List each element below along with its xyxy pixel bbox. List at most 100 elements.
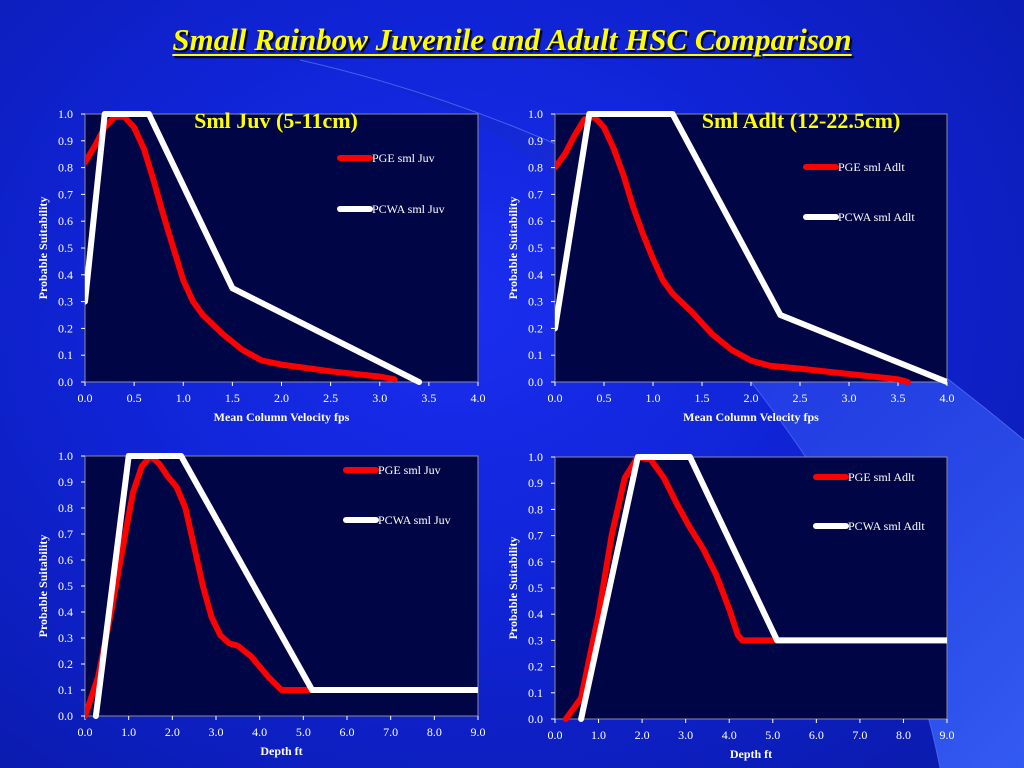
y-tick-label: 0.6	[58, 214, 73, 228]
legend-label: PGE sml Juv	[372, 151, 435, 165]
x-tick-label: 8.0	[896, 728, 911, 742]
chart-title: Sml Adlt (12-22.5cm)	[702, 108, 901, 133]
x-tick-label: 4.0	[940, 391, 955, 405]
y-tick-label: 0.3	[58, 631, 73, 645]
x-tick-label: 4.0	[252, 725, 267, 739]
y-tick-label: 0.4	[58, 268, 73, 282]
y-tick-label: 1.0	[528, 107, 543, 121]
x-tick-label: 3.0	[842, 391, 857, 405]
y-tick-label: 0.8	[528, 161, 543, 175]
x-tick-label: 3.5	[421, 391, 436, 405]
x-tick-label: 3.5	[891, 391, 906, 405]
x-tick-label: 0.0	[78, 725, 93, 739]
y-tick-label: 0.1	[528, 348, 543, 362]
x-tick-label: 1.0	[121, 725, 136, 739]
x-tick-label: 9.0	[471, 725, 486, 739]
legend-label: PGE sml Adlt	[848, 470, 915, 484]
legend-label: PCWA sml Juv	[378, 513, 451, 527]
x-tick-label: 1.0	[591, 728, 606, 742]
x-tick-label: 9.0	[940, 728, 955, 742]
y-tick-label: 0.9	[58, 134, 73, 148]
legend-label: PGE sml Adlt	[838, 160, 905, 174]
x-tick-label: 7.0	[852, 728, 867, 742]
series-line-pcwa	[85, 111, 423, 385]
legend-label: PGE sml Juv	[378, 463, 441, 477]
y-tick-label: 0.0	[528, 712, 543, 726]
series-line-pcwa	[578, 454, 947, 722]
y-tick-label: 0.7	[58, 527, 73, 541]
y-tick-label: 0.6	[528, 214, 543, 228]
y-tick-label: 0.4	[528, 607, 543, 621]
x-tick-label: 0.5	[597, 391, 612, 405]
y-axis-label: Probable Suitability	[36, 197, 50, 300]
legend-label: PCWA sml Juv	[372, 202, 445, 216]
y-tick-label: 0.0	[58, 375, 73, 389]
x-tick-label: 2.0	[744, 391, 759, 405]
y-tick-label: 0.6	[58, 553, 73, 567]
y-tick-label: 0.4	[528, 268, 543, 282]
x-tick-label: 6.0	[340, 725, 355, 739]
y-tick-label: 0.2	[528, 321, 543, 335]
y-tick-label: 0.2	[58, 657, 73, 671]
y-tick-label: 0.4	[58, 605, 73, 619]
y-tick-label: 1.0	[58, 449, 73, 463]
x-tick-label: 1.5	[695, 391, 710, 405]
x-axis-label: Depth ft	[730, 747, 772, 761]
y-tick-label: 0.8	[58, 161, 73, 175]
y-tick-label: 1.0	[528, 450, 543, 464]
x-tick-label: 2.0	[635, 728, 650, 742]
y-tick-label: 0.6	[528, 555, 543, 569]
y-tick-label: 0.0	[58, 709, 73, 723]
x-tick-label: 8.0	[427, 725, 442, 739]
series-line-pcwa	[92, 453, 478, 719]
y-tick-label: 1.0	[58, 107, 73, 121]
series-line-pge	[562, 454, 947, 722]
x-tick-label: 4.0	[722, 728, 737, 742]
y-tick-label: 0.5	[58, 579, 73, 593]
x-tick-label: 2.0	[165, 725, 180, 739]
series-line-pcwa	[555, 111, 947, 385]
chart-title: Sml Juv (5-11cm)	[194, 108, 358, 133]
x-tick-label: 0.5	[127, 391, 142, 405]
x-tick-label: 3.0	[209, 725, 224, 739]
y-tick-label: 0.5	[528, 241, 543, 255]
y-tick-label: 0.1	[58, 683, 73, 697]
y-axis-label: Probable Suitability	[506, 197, 520, 300]
y-tick-label: 0.0	[528, 375, 543, 389]
x-tick-label: 5.0	[765, 728, 780, 742]
x-tick-label: 2.5	[323, 391, 338, 405]
x-tick-label: 0.0	[548, 391, 563, 405]
y-tick-label: 0.1	[58, 348, 73, 362]
y-tick-label: 0.8	[58, 501, 73, 515]
x-tick-label: 0.0	[548, 728, 563, 742]
plot-area	[84, 113, 479, 383]
y-tick-label: 0.7	[58, 187, 73, 201]
x-tick-label: 6.0	[809, 728, 824, 742]
plot-area	[84, 455, 479, 717]
x-tick-label: 1.5	[225, 391, 240, 405]
y-axis-label: Probable Suitability	[36, 535, 50, 638]
y-tick-label: 0.3	[528, 633, 543, 647]
x-tick-label: 5.0	[296, 725, 311, 739]
series-line-pge	[85, 453, 478, 719]
y-tick-label: 0.2	[528, 660, 543, 674]
y-axis-label: Probable Suitability	[506, 537, 520, 640]
x-tick-label: 1.0	[176, 391, 191, 405]
legend-label: PCWA sml Adlt	[838, 210, 915, 224]
x-tick-label: 3.0	[372, 391, 387, 405]
y-tick-label: 0.9	[58, 475, 73, 489]
y-tick-label: 0.2	[58, 321, 73, 335]
y-tick-label: 0.9	[528, 476, 543, 490]
y-tick-label: 0.3	[58, 295, 73, 309]
y-tick-label: 0.8	[528, 502, 543, 516]
y-tick-label: 0.7	[528, 187, 543, 201]
y-tick-label: 0.7	[528, 529, 543, 543]
x-axis-label: Depth ft	[260, 744, 302, 758]
x-tick-label: 3.0	[678, 728, 693, 742]
x-tick-label: 2.5	[793, 391, 808, 405]
legend-label: PCWA sml Adlt	[848, 519, 925, 533]
y-tick-label: 0.5	[528, 581, 543, 595]
